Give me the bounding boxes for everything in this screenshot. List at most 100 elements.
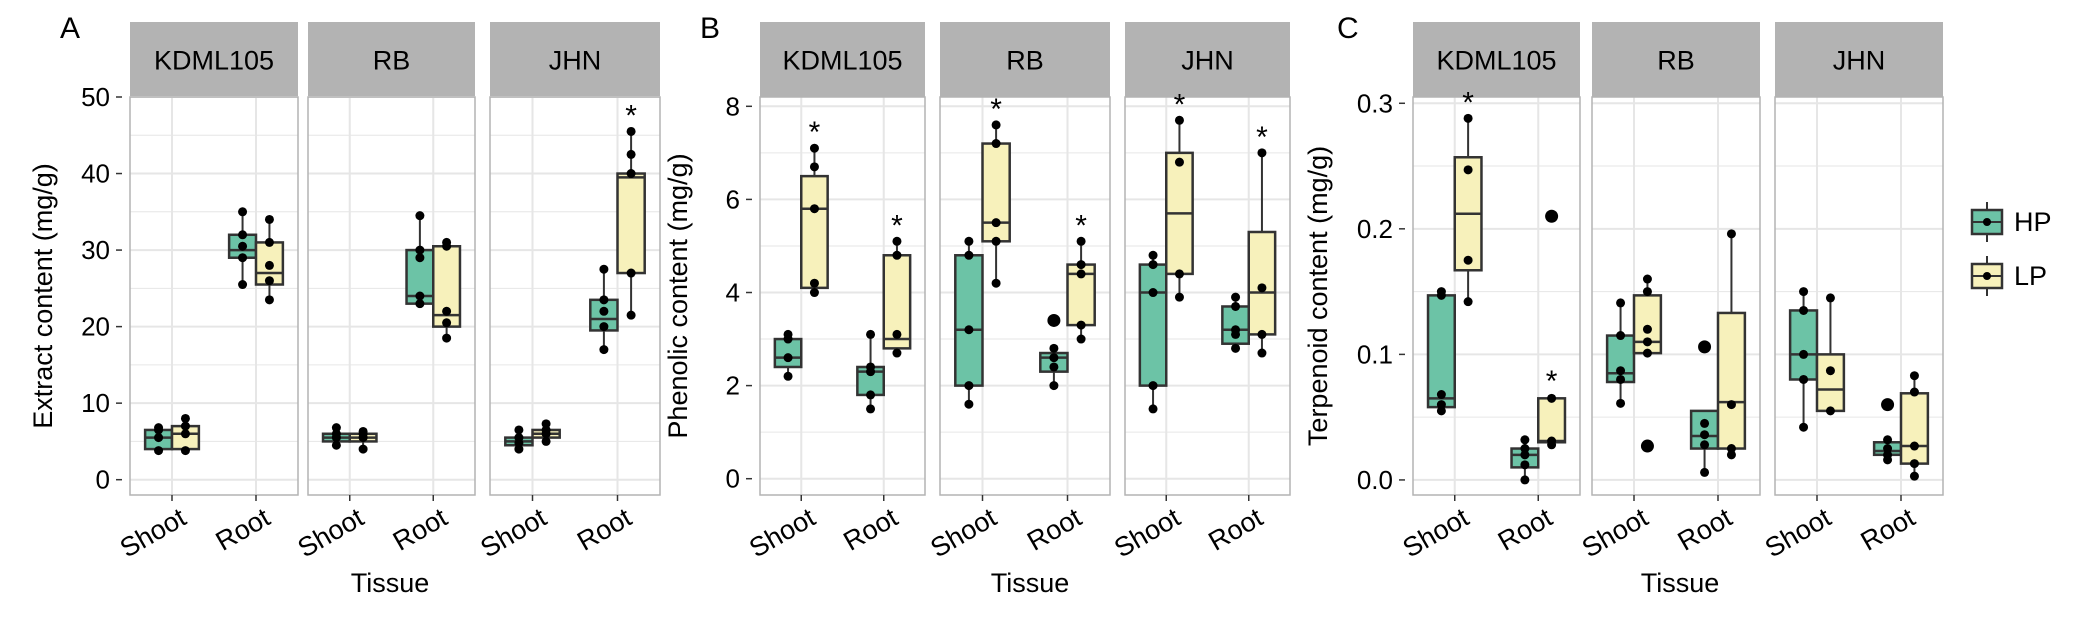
box-body: [800, 174, 829, 290]
data-point: [1174, 292, 1184, 302]
box-body: [1138, 263, 1168, 387]
panel-letter: B: [700, 12, 720, 45]
data-point: [1520, 450, 1530, 460]
data-point: [1700, 440, 1710, 450]
data-point: [866, 390, 876, 400]
facet-strip: [308, 22, 475, 97]
box-body: [954, 254, 984, 387]
data-point: [1883, 444, 1893, 454]
data-point: [1825, 406, 1835, 416]
facet-strip: [1125, 22, 1290, 97]
data-point: [1616, 398, 1626, 408]
box-body: [616, 172, 646, 275]
data-point: [991, 120, 1001, 130]
data-point: [809, 278, 819, 288]
data-point: [783, 353, 793, 363]
facet-strip: [1775, 22, 1943, 97]
data-point: [809, 288, 819, 298]
data-point: [599, 264, 609, 274]
data-point: [1520, 435, 1530, 445]
data-point: [415, 245, 425, 255]
data-point: [442, 237, 452, 247]
legend-item-hp: HP: [1970, 202, 2052, 242]
facet-rb: RB Shoot Root * *: [925, 22, 1111, 564]
data-point: [1616, 374, 1626, 384]
box-root-hp: [1221, 292, 1250, 353]
data-point: [991, 139, 1001, 149]
significance-marker: *: [1174, 88, 1186, 121]
legend-label: LP: [2014, 261, 2047, 291]
data-point: [783, 371, 793, 381]
x-axis-title: Tissue: [991, 568, 1070, 598]
data-point: [1049, 343, 1059, 353]
data-point: [331, 440, 341, 450]
data-point: [1799, 287, 1809, 297]
facet-strip: [490, 22, 660, 97]
panel-border: [307, 96, 476, 496]
data-point: [415, 299, 425, 309]
data-point: [866, 404, 876, 414]
significance-marker: *: [891, 209, 903, 242]
data-point: [1547, 393, 1557, 403]
legend: HP LP: [1970, 202, 2052, 296]
facet-kdml105: KDML105 Shoot Root * *: [744, 22, 926, 563]
y-tick-label: 0.1: [1357, 339, 1393, 369]
data-point: [1148, 381, 1158, 391]
data-point: [1909, 371, 1919, 381]
panel-letter: C: [1337, 12, 1359, 45]
data-point: [626, 268, 636, 278]
data-point: [1436, 406, 1446, 416]
data-point: [1174, 115, 1184, 125]
box-root-lp: *: [1066, 209, 1096, 344]
facet-strip-label: JHN: [549, 46, 602, 76]
data-point: [514, 433, 524, 443]
data-point: [1076, 269, 1086, 279]
outlier-point: [1698, 340, 1712, 354]
data-point: [783, 329, 793, 339]
data-point: [1231, 301, 1241, 311]
data-point: [892, 236, 902, 246]
data-point: [1257, 348, 1267, 358]
data-point: [599, 345, 609, 355]
panel-border: [759, 96, 926, 496]
data-point: [1049, 353, 1059, 363]
x-tick-label: Shoot: [115, 502, 192, 564]
box-shoot-lp: *: [981, 93, 1011, 288]
facet-strip-label: JHN: [1181, 46, 1234, 76]
data-point: [1726, 444, 1736, 454]
data-point: [626, 149, 636, 159]
box-shoot-hp: [773, 329, 803, 381]
data-point: [1726, 450, 1736, 460]
x-tick-label: Root: [1856, 502, 1921, 557]
y-tick-label: 2: [726, 371, 740, 401]
box-shoot-lp: *: [1165, 88, 1194, 302]
data-point: [1231, 292, 1241, 302]
data-point: [1148, 250, 1158, 260]
box-shoot-hp: [1138, 250, 1168, 414]
data-point: [1642, 287, 1652, 297]
data-point: [264, 295, 274, 305]
data-point: [1547, 436, 1557, 446]
data-point: [415, 291, 425, 301]
data-point: [1909, 459, 1919, 469]
box-root-hp: [856, 329, 885, 414]
significance-marker: *: [625, 99, 637, 132]
data-point: [892, 250, 902, 260]
significance-marker: *: [1256, 121, 1268, 154]
data-point: [1616, 298, 1626, 308]
data-point: [1726, 229, 1736, 239]
data-point: [1616, 366, 1626, 376]
data-point: [1799, 305, 1809, 315]
x-tick-label: Root: [1022, 502, 1087, 557]
facet-strip-label: JHN: [1833, 46, 1886, 76]
data-point: [1257, 148, 1267, 158]
data-point: [1148, 288, 1158, 298]
data-point: [1799, 374, 1809, 384]
x-tick-label: Shoot: [925, 502, 1002, 564]
data-point: [1642, 348, 1652, 358]
data-point: [599, 295, 609, 305]
data-point: [264, 214, 274, 224]
facet-strip-label: KDML105: [1436, 46, 1556, 76]
